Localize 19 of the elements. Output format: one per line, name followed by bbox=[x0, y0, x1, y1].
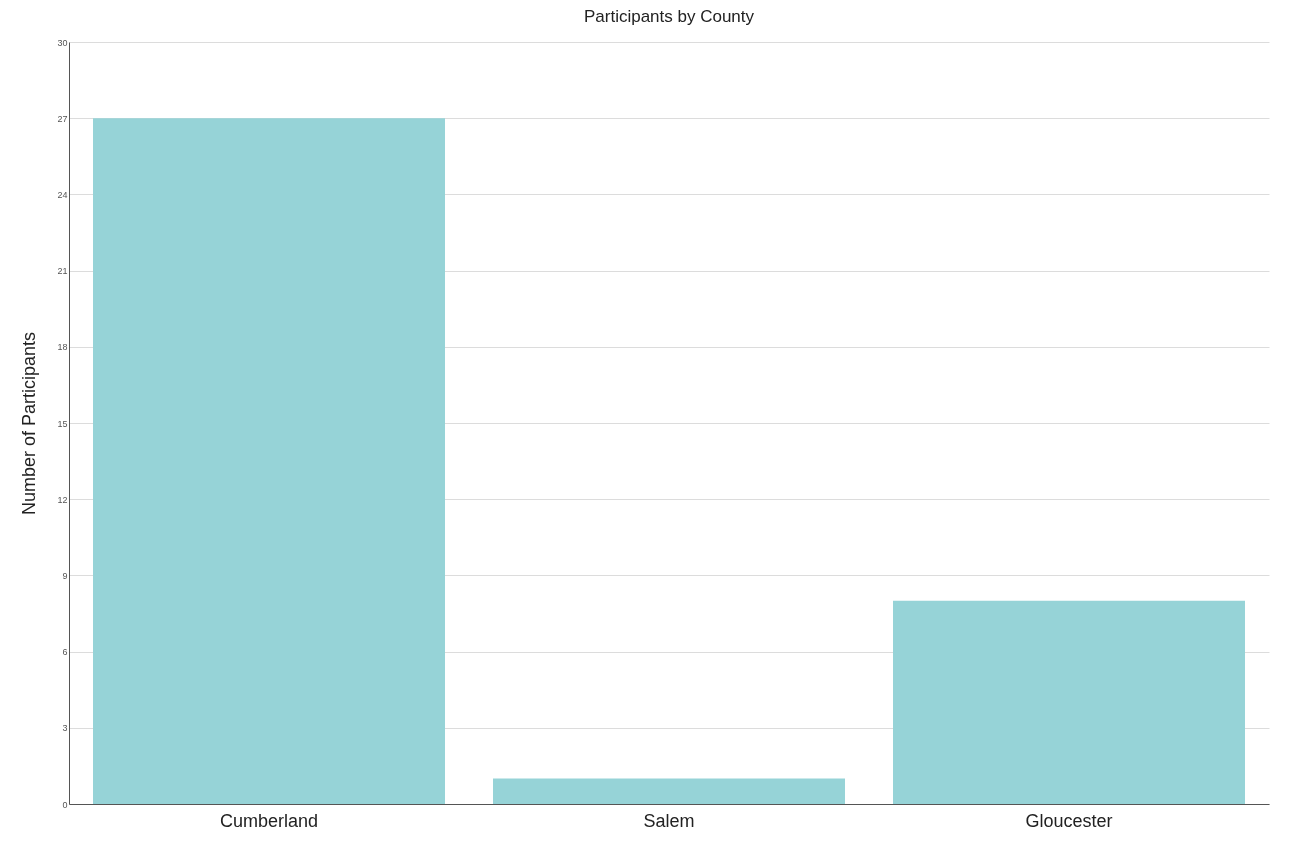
bar bbox=[493, 778, 845, 804]
y-tick-label: 18 bbox=[57, 342, 68, 353]
x-tick-label: Salem bbox=[643, 810, 695, 831]
y-tick-label: 0 bbox=[62, 799, 68, 810]
y-tick-label: 12 bbox=[57, 494, 68, 505]
y-tick-label: 3 bbox=[62, 723, 68, 734]
y-tick-label: 6 bbox=[62, 647, 68, 658]
bar bbox=[93, 118, 445, 804]
chart-title: Participants by County bbox=[583, 7, 755, 26]
bar bbox=[893, 600, 1245, 804]
y-tick-label: 9 bbox=[62, 570, 68, 581]
x-tick-label: Gloucester bbox=[1025, 810, 1113, 831]
y-tick-label: 27 bbox=[57, 113, 68, 124]
y-tick-label: 21 bbox=[57, 266, 68, 277]
y-tick-label: 15 bbox=[57, 418, 68, 429]
x-tick-label: Cumberland bbox=[219, 810, 319, 831]
y-tick-label: 24 bbox=[57, 189, 68, 200]
y-tick-label: 30 bbox=[57, 37, 68, 48]
y-axis-title: Number of Participants bbox=[19, 331, 40, 516]
